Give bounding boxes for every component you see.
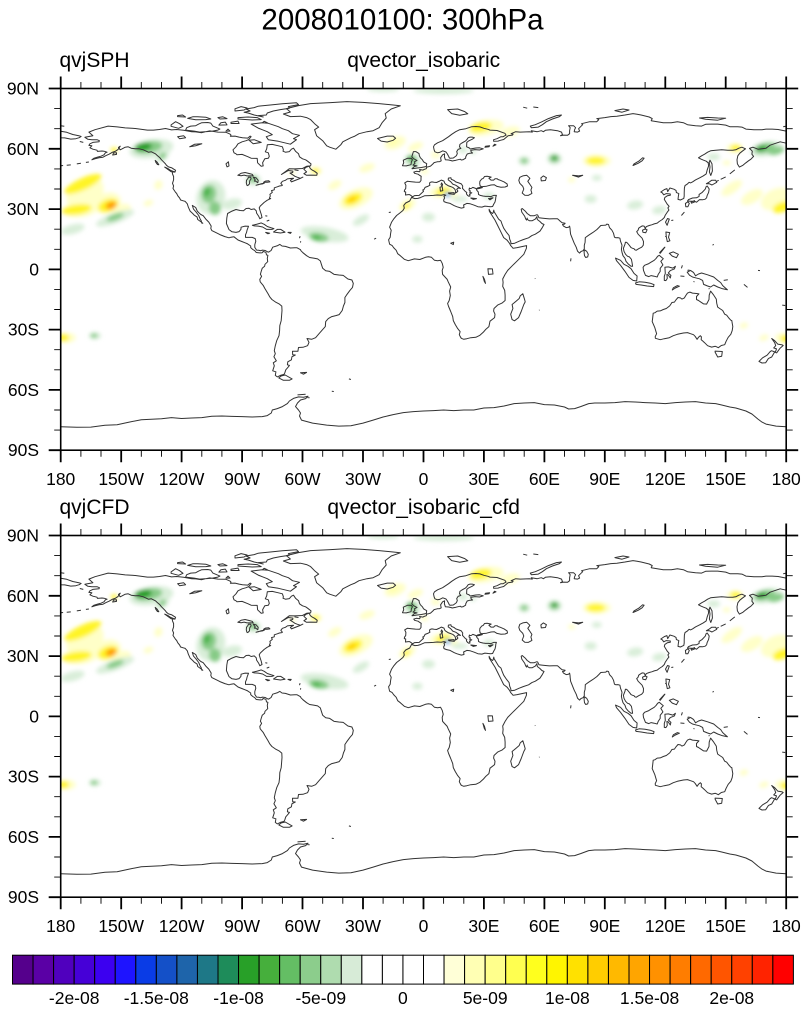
svg-text:180: 180 [46,469,75,489]
svg-text:qvjSPH: qvjSPH [60,49,130,72]
svg-text:120E: 120E [645,916,686,936]
svg-text:5e-09: 5e-09 [463,988,508,1008]
svg-text:qvector_isobaric: qvector_isobaric [347,49,500,72]
svg-text:60E: 60E [529,469,560,489]
svg-text:30W: 30W [345,916,381,936]
svg-text:2e-08: 2e-08 [709,988,754,1008]
svg-text:60E: 60E [529,916,560,936]
svg-text:90N: 90N [7,79,39,99]
svg-text:qvector_isobaric_cfd: qvector_isobaric_cfd [327,496,520,519]
svg-text:0: 0 [398,988,408,1008]
svg-text:90S: 90S [8,440,39,460]
svg-text:1e-08: 1e-08 [545,988,590,1008]
svg-text:150E: 150E [705,916,746,936]
svg-text:-5e-09: -5e-09 [296,988,347,1008]
svg-text:60S: 60S [8,827,39,847]
svg-text:30N: 30N [7,199,39,219]
svg-text:0: 0 [419,469,429,489]
svg-text:180: 180 [46,916,75,936]
svg-text:120W: 120W [159,916,205,936]
svg-text:60N: 60N [7,586,39,606]
svg-text:30E: 30E [468,469,499,489]
svg-text:90W: 90W [224,916,260,936]
svg-text:30S: 30S [8,320,39,340]
svg-text:90S: 90S [8,887,39,907]
svg-text:150W: 150W [98,916,144,936]
svg-text:180: 180 [772,916,801,936]
svg-text:90E: 90E [589,469,620,489]
svg-text:qvjCFD: qvjCFD [60,496,130,519]
svg-text:60N: 60N [7,139,39,159]
svg-text:90E: 90E [589,916,620,936]
svg-text:-1e-08: -1e-08 [213,988,264,1008]
svg-text:150E: 150E [705,469,746,489]
svg-text:180: 180 [772,469,801,489]
svg-text:30E: 30E [468,916,499,936]
svg-text:30S: 30S [8,767,39,787]
svg-text:60S: 60S [8,380,39,400]
svg-text:120E: 120E [645,469,686,489]
svg-text:30W: 30W [345,469,381,489]
svg-text:-1.5e-08: -1.5e-08 [124,988,189,1008]
svg-text:120W: 120W [159,469,205,489]
svg-text:150W: 150W [98,469,144,489]
svg-text:-2e-08: -2e-08 [49,988,100,1008]
svg-text:30N: 30N [7,646,39,666]
svg-text:90W: 90W [224,469,260,489]
svg-text:0: 0 [29,259,39,279]
svg-text:60W: 60W [285,916,321,936]
svg-text:0: 0 [29,706,39,726]
svg-text:1.5e-08: 1.5e-08 [620,988,679,1008]
svg-text:2008010100: 300hPa: 2008010100: 300hPa [261,4,544,37]
svg-text:60W: 60W [285,469,321,489]
svg-text:0: 0 [419,916,429,936]
svg-text:90N: 90N [7,526,39,546]
